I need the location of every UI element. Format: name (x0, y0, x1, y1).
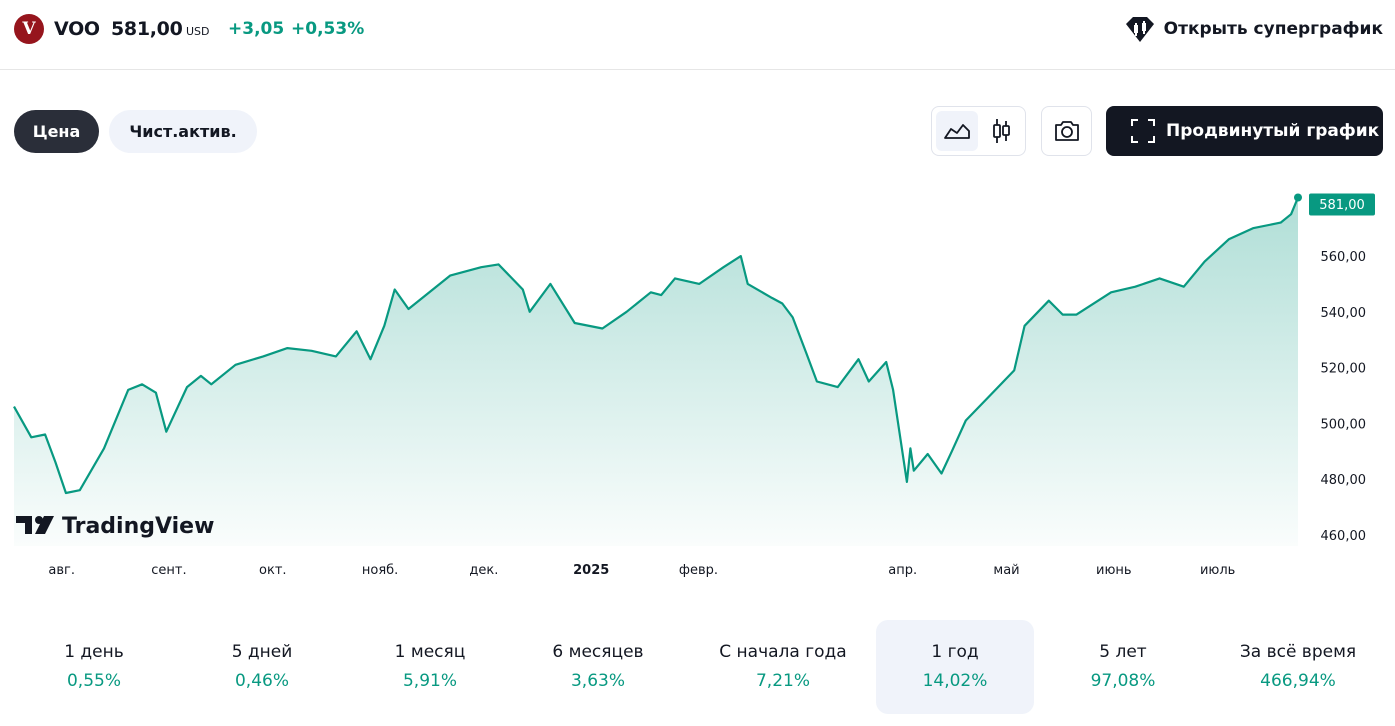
period-1y[interactable]: 1 год 14,02% (876, 620, 1034, 714)
advanced-chart-label: Продвинутый график (1166, 121, 1380, 141)
chart-type-group (931, 106, 1026, 156)
x-tick-label: июль (1200, 563, 1235, 578)
period-ytd[interactable]: С начала года 7,21% (698, 620, 868, 714)
x-tick-label: дек. (469, 563, 498, 578)
tradingview-watermark: TradingView (16, 514, 214, 539)
price-line (13, 197, 1300, 495)
period-return: 0,46% (234, 671, 289, 691)
x-tick-label: сент. (151, 563, 186, 578)
x-tick-label: апр. (888, 563, 917, 578)
period-return: 5,91% (402, 671, 457, 691)
y-tick-label: 540,00 (1321, 306, 1367, 321)
area-chart-icon (944, 124, 970, 139)
tab-nav[interactable]: Чист.актив. (109, 110, 257, 153)
period-label: 1 год (931, 642, 979, 662)
period-return: 466,94% (1260, 671, 1336, 691)
period-label: За всё время (1239, 642, 1357, 662)
advanced-chart-button[interactable]: Продвинутый график (1106, 106, 1383, 156)
vanguard-logo: V (14, 14, 44, 44)
period-label: 6 месяцев (552, 642, 644, 662)
y-tick-label: 520,00 (1321, 362, 1367, 377)
period-selector: 1 день 0,55% 5 дней 0,46% 1 месяц 5,91% … (0, 620, 1395, 714)
period-6m[interactable]: 6 месяцев 3,63% (519, 620, 677, 714)
period-label: 1 день (64, 642, 124, 662)
currency-label: USD (186, 25, 210, 38)
last-price-dot (1294, 193, 1302, 202)
camera-icon (1054, 121, 1079, 141)
x-tick-label: нояб. (362, 563, 398, 578)
period-label: 1 месяц (394, 642, 466, 662)
period-label: 5 дней (231, 642, 293, 662)
period-label: 5 лет (1099, 642, 1147, 662)
x-tick-label: февр. (679, 563, 718, 578)
price-change: +3,05 (228, 19, 285, 39)
y-tick-label: 460,00 (1321, 529, 1367, 544)
x-tick-label: авг. (48, 563, 75, 578)
period-return: 0,55% (66, 671, 121, 691)
period-5y[interactable]: 5 лет 97,08% (1044, 620, 1202, 714)
period-return: 7,21% (755, 671, 810, 691)
y-tick-label: 480,00 (1321, 473, 1367, 488)
period-return: 97,08% (1090, 671, 1156, 691)
open-supergraph-label: Открыть суперграфик (1163, 19, 1383, 39)
supergraph-icon (1125, 17, 1154, 42)
last-price-badge-text: 581,00 (1319, 198, 1365, 213)
x-tick-label: июнь (1096, 563, 1132, 578)
x-tick-label: окт. (259, 563, 287, 578)
price-area-fill (14, 197, 1298, 546)
period-all[interactable]: За всё время 466,94% (1212, 620, 1384, 714)
price-chart[interactable]: 560,00 540,00 520,00 500,00 480,00 460,00 авг… (0, 178, 1395, 590)
period-5d[interactable]: 5 дней 0,46% (183, 620, 341, 714)
y-axis: 560,00 540,00 520,00 500,00 480,00 460,00 (1321, 250, 1367, 544)
period-1m[interactable]: 1 месяц 5,91% (351, 620, 509, 714)
fullscreen-icon (1131, 119, 1155, 143)
y-tick-label: 500,00 (1321, 417, 1367, 432)
last-price: 581,00 (111, 18, 183, 40)
candlestick-icon (993, 119, 1010, 143)
tab-price[interactable]: Цена (14, 110, 99, 153)
area-chart-button[interactable] (936, 111, 978, 151)
period-label: С начала года (719, 642, 847, 662)
screenshot-button[interactable] (1041, 106, 1092, 156)
x-tick-label: 2025 (573, 563, 609, 578)
open-supergraph-button[interactable]: Открыть суперграфик (1124, 12, 1383, 46)
tradingview-logo-text: TradingView (62, 514, 214, 539)
period-1d[interactable]: 1 день 0,55% (15, 620, 173, 714)
x-tick-label: май (993, 563, 1019, 578)
ticker-symbol: VOO (54, 18, 100, 40)
price-change-percent: +0,53% (291, 19, 365, 39)
period-return: 3,63% (570, 671, 625, 691)
last-price-badge (1309, 193, 1375, 216)
candlestick-button[interactable] (980, 111, 1022, 151)
y-tick-label: 560,00 (1321, 250, 1367, 265)
x-axis: авг. сент. окт. нояб. дек. 2025 февр. апр. май ию… (48, 563, 1235, 578)
period-return: 14,02% (922, 671, 988, 691)
symbol-header: V VOO 581,00 USD +3,05 +0,53% Открыть су… (0, 0, 1395, 70)
